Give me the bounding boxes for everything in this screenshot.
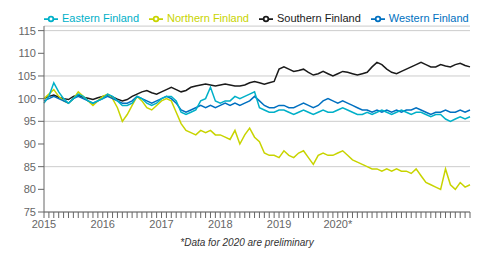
svg-text:95: 95 [24,115,36,127]
html-text:Southern Finland: Southern Finland [277,12,361,24]
svg-text:2020*: 2020* [323,218,352,230]
html-text:*Data for 2020 are preliminary: *Data for 2020 are preliminary [180,237,314,248]
svg-text:2015: 2015 [32,218,56,230]
svg-text:2019: 2019 [267,218,291,230]
svg-text:2018: 2018 [208,218,232,230]
svg-text:90: 90 [24,138,36,150]
svg-text:105: 105 [18,70,36,82]
svg-text:85: 85 [24,161,36,173]
html-text:Eastern Finland: Eastern Finland [62,12,139,24]
svg-text:2016: 2016 [91,218,115,230]
svg-text:110: 110 [18,47,36,59]
html-text:Northern Finland: Northern Finland [167,12,249,24]
svg-text:75: 75 [24,206,36,218]
svg-text:80: 80 [24,183,36,195]
html-text:Western Finland: Western Finland [388,12,469,24]
svg-text:2017: 2017 [149,218,173,230]
svg-text:100: 100 [18,93,36,105]
svg-text:115: 115 [18,25,36,37]
